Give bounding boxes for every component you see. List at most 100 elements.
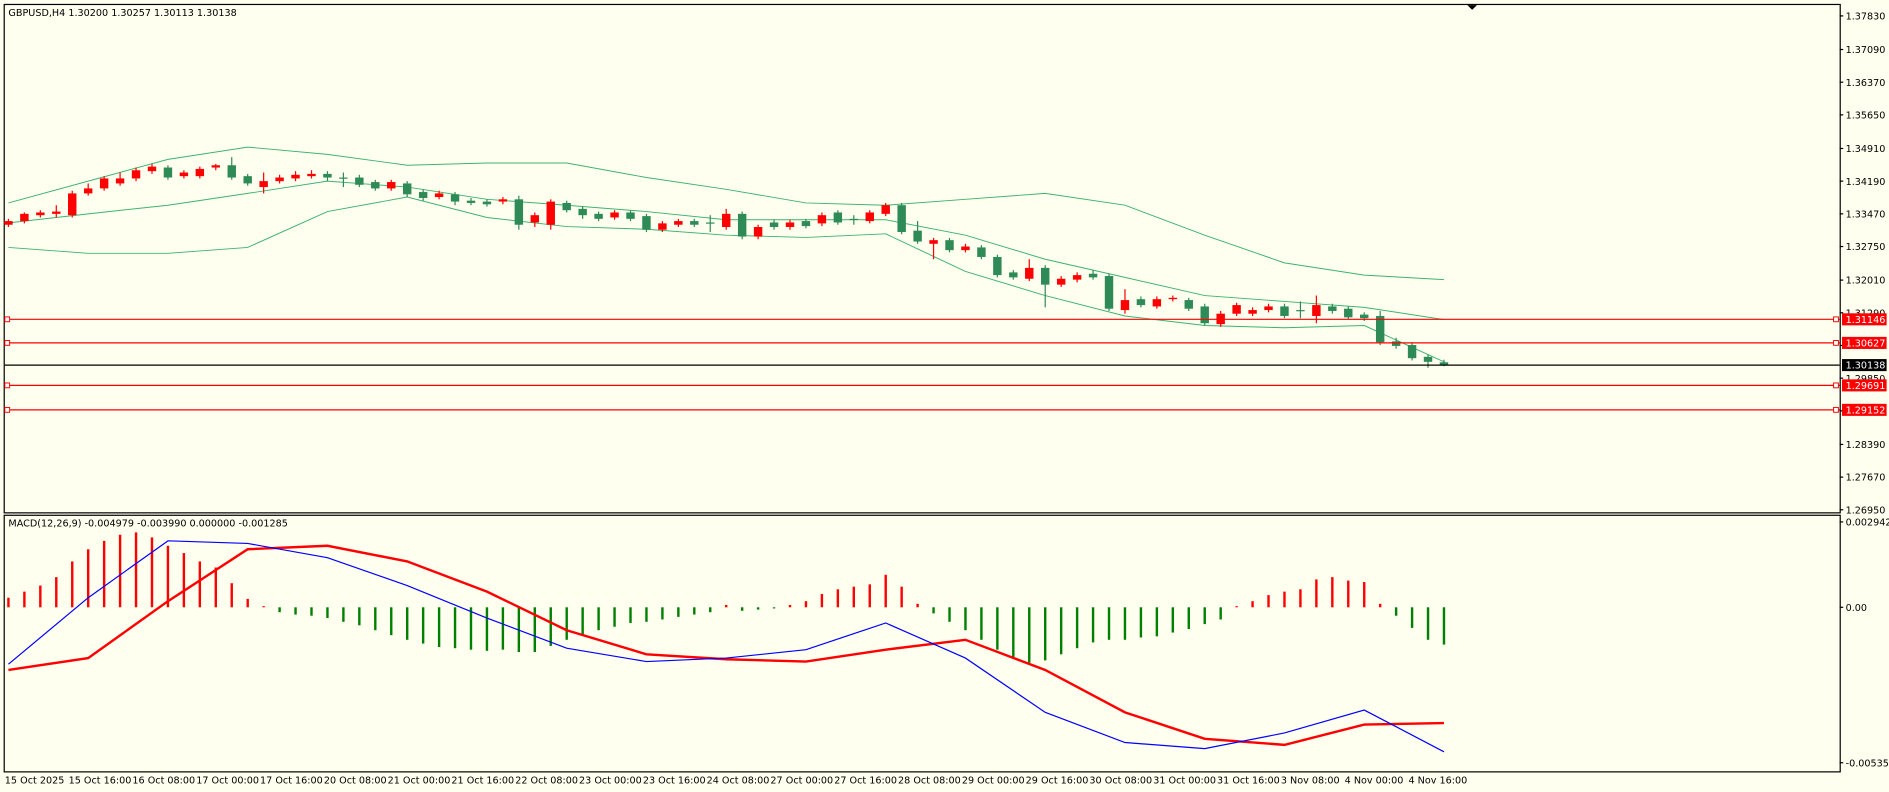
candle-body	[355, 177, 364, 185]
candle-body	[1009, 272, 1018, 278]
level-handle	[4, 316, 11, 323]
y-tick-label: 1.34190	[1846, 177, 1886, 188]
x-tick-label: 17 Oct 16:00	[260, 775, 323, 786]
candle-body	[434, 193, 444, 198]
x-tick-label: 17 Oct 00:00	[196, 775, 259, 786]
candle-body	[865, 212, 874, 222]
band-upper	[8, 146, 1445, 281]
candle-body	[1088, 273, 1098, 278]
candle-body	[610, 212, 619, 218]
y-tick-label: 1.32750	[1846, 242, 1886, 253]
x-tick-label: 31 Oct 16:00	[1217, 775, 1280, 786]
y-tick-label: 1.36370	[1846, 78, 1886, 89]
y-tick-label: 1.29850	[1846, 374, 1886, 385]
main-panel	[3, 3, 1841, 514]
candle-body	[482, 201, 492, 205]
candle-body	[1232, 305, 1241, 314]
candle-body	[674, 221, 683, 225]
candle-body	[99, 178, 109, 189]
level-handle	[4, 406, 11, 413]
candle-body	[1168, 297, 1178, 300]
candle-body	[514, 199, 524, 225]
candle-body	[243, 176, 252, 184]
x-tick-label: 21 Oct 16:00	[451, 775, 514, 786]
y-tick-label: 0.002942	[1846, 518, 1889, 529]
candle-body	[418, 192, 428, 198]
candle-body	[1200, 306, 1209, 324]
candle-body	[4, 221, 13, 225]
candle-body	[977, 247, 986, 257]
x-tick-label: 29 Oct 00:00	[962, 775, 1025, 786]
candle-body	[961, 246, 970, 251]
level-label-bg	[1842, 379, 1887, 392]
band-lower	[8, 196, 1445, 363]
bid-label-bg	[1842, 359, 1887, 372]
candle-body	[897, 205, 906, 232]
y-tick-label: 1.35650	[1846, 110, 1886, 121]
x-tick-label: 27 Oct 16:00	[834, 775, 897, 786]
x-tick-label: 22 Oct 08:00	[515, 775, 578, 786]
candle-body	[1072, 275, 1082, 280]
candle-body	[833, 212, 843, 223]
candle-body	[658, 223, 667, 230]
candle-body	[1296, 310, 1305, 312]
candle-body	[68, 193, 77, 216]
candle-body	[594, 213, 603, 219]
candle-body	[706, 222, 715, 224]
candle-body	[1439, 362, 1449, 366]
candle-body	[1136, 299, 1146, 306]
candle-body	[881, 205, 890, 214]
candle-body	[466, 200, 476, 203]
candle-body	[227, 165, 236, 178]
y-tick-label: 1.37090	[1846, 45, 1886, 56]
candle-body	[1104, 276, 1114, 309]
x-tick-label: 20 Oct 08:00	[324, 775, 387, 786]
y-tick-label: 1.34910	[1846, 144, 1886, 155]
candle-body	[1407, 345, 1417, 359]
level-label-bg	[1842, 336, 1887, 349]
candle-body	[1312, 305, 1321, 316]
candle-body	[1360, 314, 1369, 319]
candle-body	[849, 218, 859, 221]
candle-body	[785, 222, 795, 227]
candle-body	[1423, 356, 1433, 362]
candle-body	[801, 221, 811, 227]
level-label: 1.29152	[1846, 405, 1886, 416]
x-tick-label: 16 Oct 08:00	[132, 775, 195, 786]
y-tick-label: 0.00	[1846, 603, 1867, 614]
level-handle	[1833, 339, 1839, 346]
candle-body	[323, 173, 332, 178]
candle-body	[1344, 308, 1353, 318]
candle-body	[131, 170, 141, 179]
candle-body	[1328, 306, 1337, 311]
candle-body	[817, 215, 827, 224]
candle-body	[195, 168, 205, 177]
candle-body	[945, 240, 954, 251]
x-tick-label: 15 Oct 2025	[5, 775, 65, 786]
candle-body	[20, 213, 29, 222]
candle-body	[371, 182, 380, 189]
candle-body	[562, 202, 571, 211]
bid-label: 1.30138	[1846, 361, 1886, 372]
y-tick-label: -0.005356	[1846, 758, 1889, 769]
candle-body	[690, 221, 699, 225]
x-tick-label: 15 Oct 16:00	[69, 775, 132, 786]
candle-body	[1184, 300, 1193, 309]
candle-body	[1040, 267, 1050, 285]
candle-body	[387, 182, 396, 189]
level-handle	[1833, 316, 1839, 323]
candle-body	[737, 213, 747, 237]
main-line	[8, 540, 1445, 753]
x-tick-label: 29 Oct 16:00	[1026, 775, 1089, 786]
signal-line	[8, 544, 1444, 747]
candle-body	[913, 230, 922, 242]
level-label: 1.30627	[1846, 339, 1886, 350]
candle-body	[36, 212, 45, 216]
x-tick-label: 24 Oct 08:00	[707, 775, 770, 786]
level-handle	[1833, 382, 1839, 389]
y-tick-label: 1.28390	[1846, 440, 1886, 451]
candle-body	[307, 173, 316, 177]
